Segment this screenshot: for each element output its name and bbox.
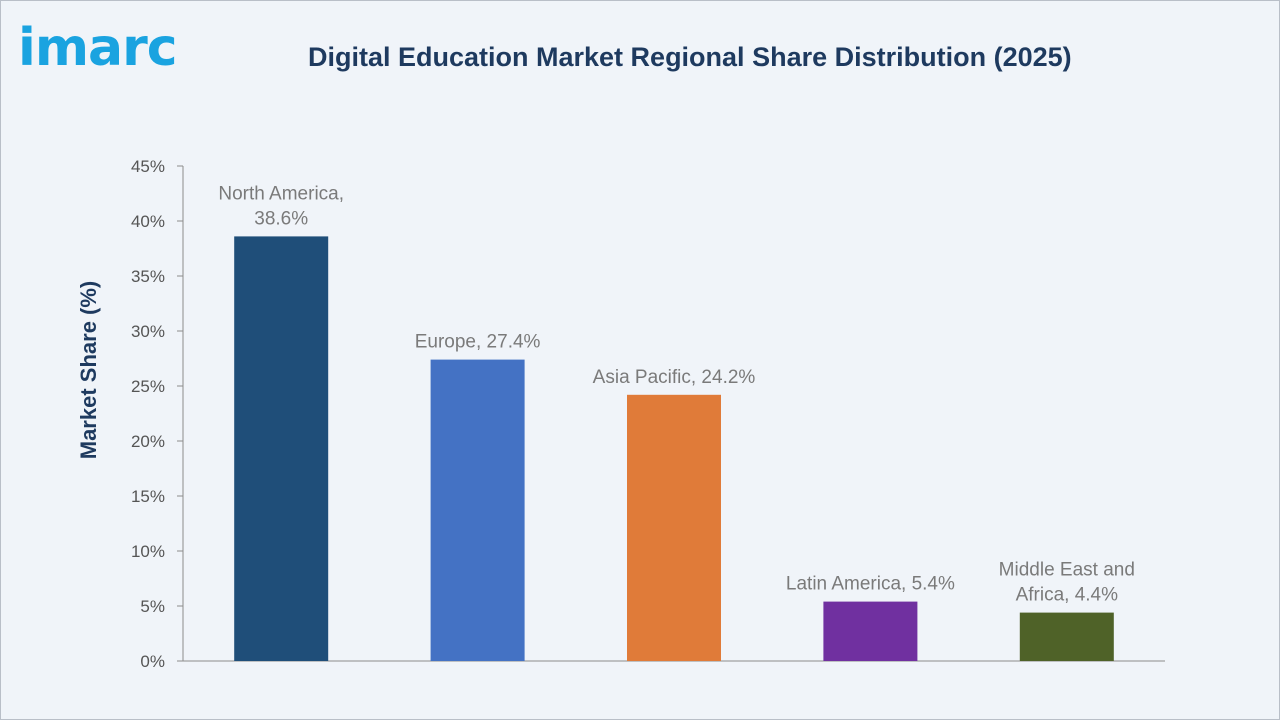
y-tick-label: 40% <box>131 212 165 231</box>
data-label: Africa, 4.4% <box>1016 585 1119 606</box>
y-tick-label: 30% <box>131 322 165 341</box>
data-label: Latin America, 5.4% <box>786 574 955 595</box>
bar <box>627 394 721 661</box>
y-tick-label: 45% <box>131 157 165 176</box>
y-tick-label: 25% <box>131 377 165 396</box>
imarc-logo: imarc <box>18 18 178 78</box>
y-tick-label: 10% <box>131 542 165 561</box>
y-axis-label: Market Share (%) <box>76 281 101 460</box>
y-tick-label: 5% <box>140 597 165 616</box>
data-label: Middle East and <box>999 560 1135 581</box>
bar <box>234 236 329 661</box>
y-tick-label: 15% <box>131 487 165 506</box>
bar <box>1019 612 1114 661</box>
bar <box>823 601 918 661</box>
chart-title: Digital Education Market Regional Share … <box>308 42 1072 72</box>
y-tick-label: 35% <box>131 267 165 286</box>
y-tick-label: 0% <box>140 652 165 671</box>
data-label: North America, <box>218 183 344 204</box>
bar <box>430 359 525 661</box>
data-label: Asia Pacific, 24.2% <box>593 367 756 388</box>
y-tick-label: 20% <box>131 432 165 451</box>
data-label: 38.6% <box>254 208 308 229</box>
data-label: Europe, 27.4% <box>415 332 541 353</box>
